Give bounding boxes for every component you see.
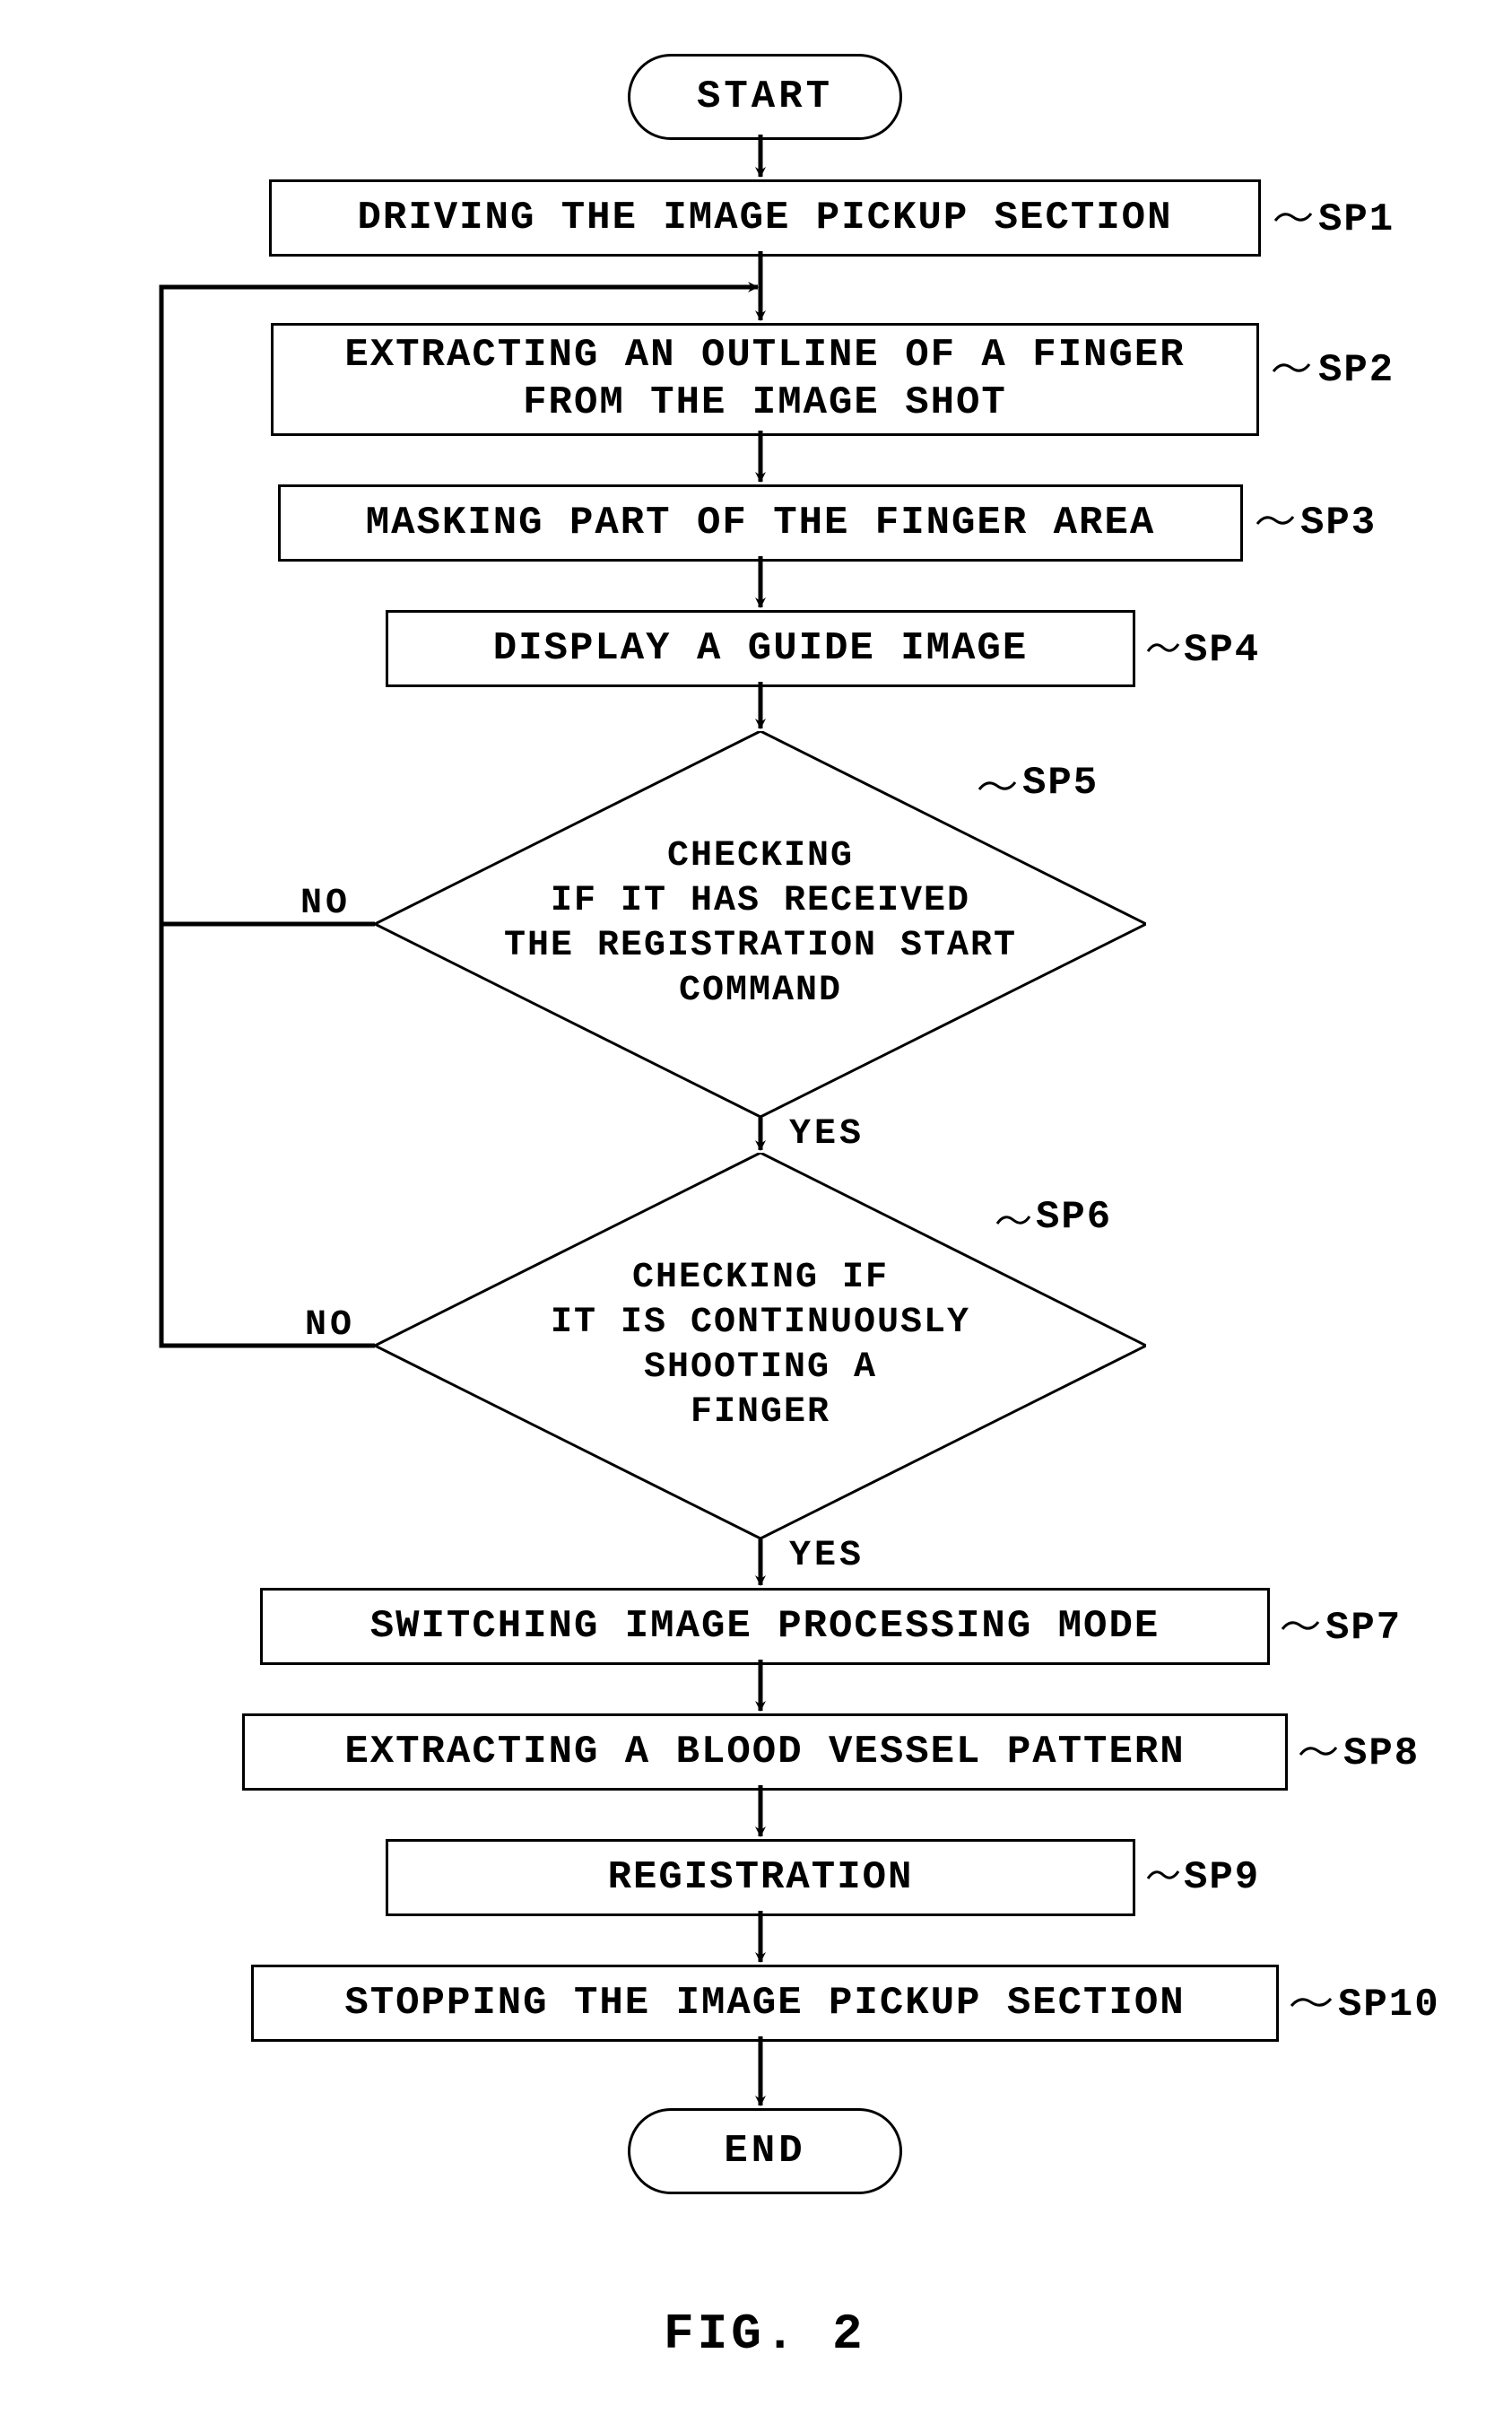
flowchart-canvas: START DRIVING THE IMAGE PICKUP SECTION E… [0, 0, 1512, 2432]
edge-label-sp6-yes: YES [789, 1536, 865, 1576]
tilde-sp3 [1256, 511, 1295, 529]
process-sp10: STOPPING THE IMAGE PICKUP SECTION [251, 1965, 1279, 2042]
terminal-end: END [628, 2108, 902, 2194]
terminal-start-label: START [697, 74, 833, 119]
process-sp9: REGISTRATION [386, 1839, 1135, 1916]
terminal-start: START [628, 54, 902, 140]
process-sp4-text: DISPLAY A GUIDE IMAGE [493, 625, 1029, 673]
process-sp1: DRIVING THE IMAGE PICKUP SECTION [269, 179, 1261, 257]
process-sp1-text: DRIVING THE IMAGE PICKUP SECTION [358, 195, 1173, 242]
process-sp3: MASKING PART OF THE FINGER AREA [278, 484, 1243, 562]
process-sp7-text: SWITCHING IMAGE PROCESSING MODE [370, 1603, 1160, 1651]
terminal-end-label: END [724, 2129, 805, 2174]
decision-sp6-shape [375, 1153, 1146, 1539]
step-label-sp4: SP4 [1184, 628, 1260, 673]
process-sp8: EXTRACTING A BLOOD VESSEL PATTERN [242, 1713, 1288, 1791]
process-sp7: SWITCHING IMAGE PROCESSING MODE [260, 1588, 1270, 1665]
step-label-sp1: SP1 [1318, 197, 1395, 242]
tilde-sp1 [1273, 208, 1313, 226]
tilde-sp8 [1299, 1742, 1338, 1760]
tilde-sp2 [1272, 359, 1311, 377]
step-label-sp9: SP9 [1184, 1855, 1260, 1900]
step-label-sp5: SP5 [1022, 761, 1099, 806]
edge-label-sp5-no: NO [300, 884, 351, 924]
edge-label-sp6-no: NO [305, 1305, 355, 1346]
process-sp4: DISPLAY A GUIDE IMAGE [386, 610, 1135, 687]
process-sp2: EXTRACTING AN OUTLINE OF A FINGER FROM T… [271, 323, 1259, 436]
tilde-sp4 [1146, 639, 1180, 657]
tilde-sp9 [1146, 1866, 1180, 1884]
step-label-sp8: SP8 [1343, 1731, 1420, 1776]
step-label-sp3: SP3 [1300, 501, 1377, 545]
step-label-sp7: SP7 [1325, 1606, 1402, 1651]
process-sp3-text: MASKING PART OF THE FINGER AREA [366, 500, 1156, 547]
figure-caption: FIG. 2 [664, 2306, 866, 2363]
process-sp2-text: EXTRACTING AN OUTLINE OF A FINGER FROM T… [344, 332, 1185, 427]
tilde-sp10 [1290, 1993, 1333, 2011]
step-label-sp10: SP10 [1338, 1983, 1440, 2027]
process-sp10-text: STOPPING THE IMAGE PICKUP SECTION [344, 1980, 1185, 2027]
process-sp8-text: EXTRACTING A BLOOD VESSEL PATTERN [344, 1729, 1185, 1776]
decision-sp6: CHECKING IF IT IS CONTINUOUSLY SHOOTING … [375, 1153, 1146, 1539]
process-sp9-text: REGISTRATION [608, 1854, 914, 1902]
tilde-sp7 [1281, 1617, 1320, 1634]
edge-label-sp5-yes: YES [789, 1114, 865, 1155]
step-label-sp2: SP2 [1318, 348, 1395, 393]
step-label-sp6: SP6 [1036, 1195, 1112, 1240]
